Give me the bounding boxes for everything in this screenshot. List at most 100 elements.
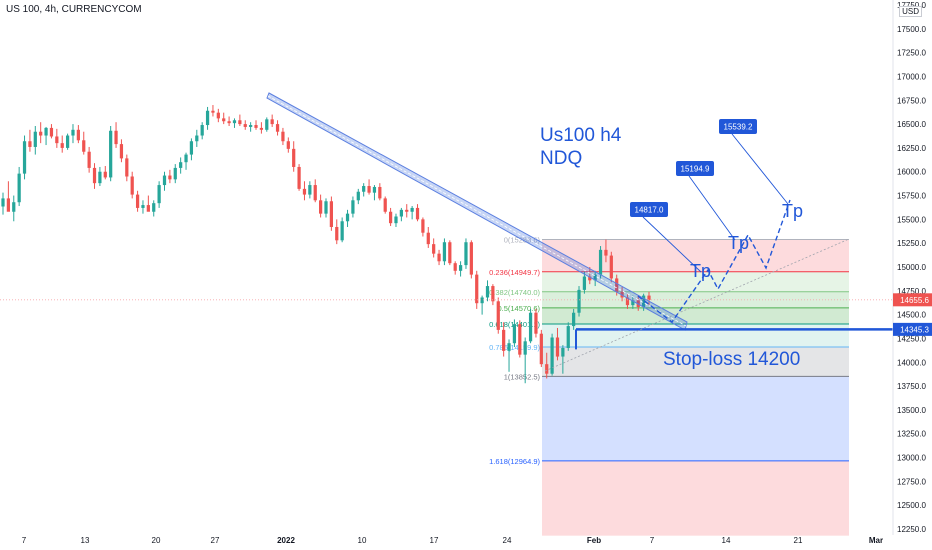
candle-body: [550, 337, 554, 374]
candle-body: [480, 297, 484, 304]
candle-body: [448, 242, 452, 264]
candle-body: [82, 140, 86, 152]
candle-body: [195, 135, 199, 142]
target-value: 15194.9: [681, 165, 710, 174]
candle-body: [345, 213, 350, 222]
x-tick-label: 13: [81, 536, 90, 545]
candle-body: [125, 158, 129, 177]
candle-body: [421, 219, 425, 233]
candle-body: [6, 198, 10, 212]
candle-body: [442, 242, 447, 262]
candle-body: [523, 341, 527, 355]
axes: 17750.0 17500.0 17250.0 17000.0 16750.0 16500…: [22, 0, 932, 545]
candle-body: [232, 120, 237, 124]
y-tick-label: 14000.0: [897, 358, 926, 367]
y-tick-label: 14750.0: [897, 287, 926, 296]
candle-body: [319, 200, 323, 214]
target-box: [630, 202, 668, 217]
y-tick-label: 13250.0: [897, 430, 926, 439]
candle-body: [351, 200, 355, 214]
fib-zone-0786-1: [542, 347, 849, 377]
candle-body: [561, 347, 565, 357]
x-tick-label: 7: [22, 536, 27, 545]
candle-body: [49, 127, 54, 137]
candle-body: [388, 211, 393, 224]
candle-body: [119, 144, 124, 159]
y-tick-label: 14500.0: [897, 311, 926, 320]
y-tick-label: 13500.0: [897, 406, 926, 415]
candle-body: [146, 205, 150, 212]
candle-body: [254, 125, 258, 128]
candle-body: [394, 216, 398, 224]
candle-body: [44, 127, 48, 136]
fib-zones: 0(15288.6)0.236(14949.7)0.382(14740.0)0.…: [489, 236, 849, 536]
candle-body: [625, 297, 630, 306]
stop-price-tag: 14345.3: [900, 325, 929, 334]
fib-zone-0382-05: [542, 291, 849, 308]
current-price-tag: 14655.6: [900, 296, 929, 305]
annotation-subheading: NDQ: [540, 148, 582, 169]
y-tick-label: 12500.0: [897, 501, 926, 510]
candle-body: [60, 143, 64, 148]
candle-body: [71, 129, 75, 136]
candle-body: [65, 135, 70, 148]
y-tick-label: 14250.0: [897, 334, 926, 343]
candle-body: [281, 131, 285, 142]
candle-body: [249, 125, 253, 127]
candle-body: [372, 186, 377, 193]
y-tick-label: 15750.0: [897, 192, 926, 201]
y-tick-label: 12250.0: [897, 525, 926, 534]
candle-body: [458, 265, 463, 271]
candle-body: [491, 286, 495, 302]
candle-body: [432, 244, 436, 254]
candle-body: [555, 337, 560, 357]
fib-label: 0.236(14949.7): [489, 268, 540, 277]
candle-body: [222, 118, 226, 122]
candle-body: [265, 119, 269, 130]
x-tick-label: 24: [503, 536, 512, 545]
candle-body: [103, 171, 107, 178]
y-tick-label: 17250.0: [897, 49, 926, 58]
fib-label: 0.5(14570.6): [497, 304, 540, 313]
fib-zone-0618-0786: [542, 324, 849, 348]
target-connector: [731, 133, 789, 205]
candle-body: [184, 154, 188, 163]
x-tick-label: 17: [430, 536, 439, 545]
candle-body: [335, 226, 339, 241]
candle-body: [227, 121, 231, 124]
fib-zone-1618-ext: [542, 460, 849, 536]
candle-body: [98, 171, 102, 184]
x-tick-label: Mar: [869, 536, 883, 545]
candle-body: [518, 324, 522, 355]
candle-body: [130, 176, 134, 195]
candle-body: [22, 141, 27, 174]
candle-body: [415, 207, 420, 220]
candle-body: [179, 162, 183, 168]
candle-body: [173, 167, 177, 180]
candle-body: [588, 276, 592, 281]
symbol-title: US 100, 4h, CURRENCYCOM: [6, 4, 142, 15]
candle-body: [598, 249, 603, 275]
candle-body: [437, 253, 441, 262]
candle-body: [243, 124, 247, 127]
candle-body: [162, 175, 167, 186]
currency-label[interactable]: USD: [899, 6, 922, 17]
target-value: 15539.2: [724, 123, 753, 132]
candle-body: [378, 186, 382, 199]
candle-body: [410, 207, 414, 212]
x-tick-label: Feb: [587, 536, 601, 545]
target-box: [719, 119, 757, 134]
candle-body: [464, 242, 468, 266]
candle-body: [157, 185, 161, 204]
x-tick-label: 2022: [277, 536, 295, 545]
candle-body: [534, 312, 538, 334]
candle-body: [292, 148, 296, 167]
candle-body: [152, 203, 156, 212]
fib-label: 0.382(14740.0): [489, 288, 540, 297]
candle-body: [426, 232, 430, 245]
candle-body: [582, 276, 587, 290]
candle-body: [313, 185, 317, 201]
